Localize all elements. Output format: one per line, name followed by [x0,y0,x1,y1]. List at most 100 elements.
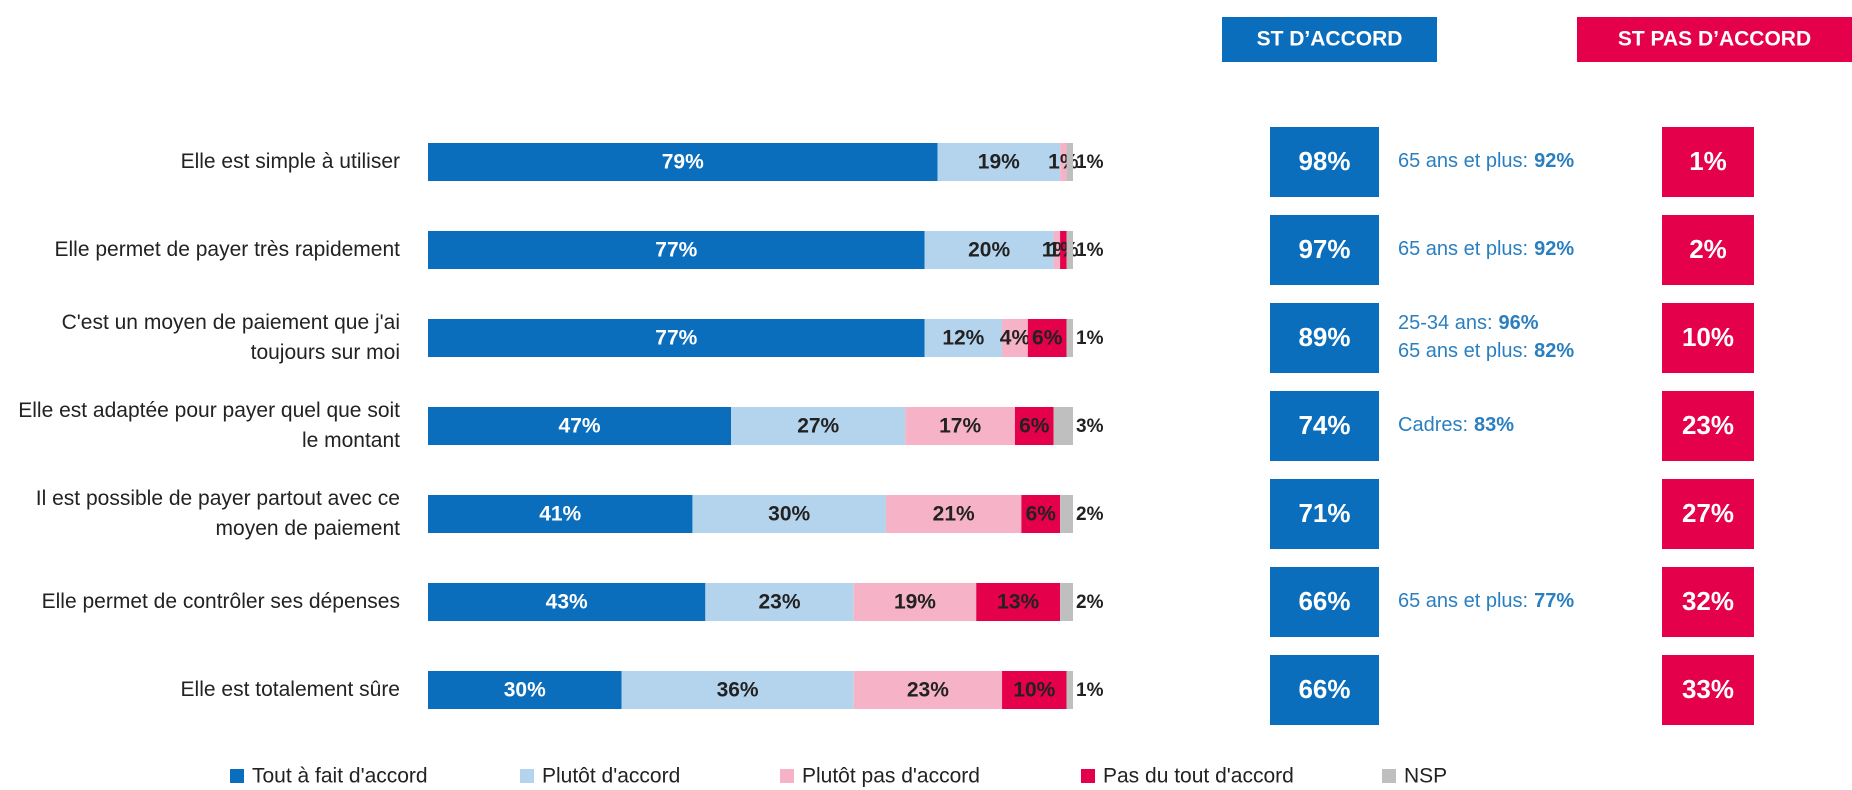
bar-segment [428,583,706,621]
value-label: 23% [759,591,801,614]
bar-segment [428,143,938,181]
header-box [1222,17,1437,62]
bar-segment [1027,319,1067,357]
summary-value: 27% [1682,498,1734,528]
summary-box [1270,655,1379,725]
note: 65 ans et plus: 92% [1398,150,1574,172]
bar-segment [1053,231,1061,269]
bar-segment [1060,495,1073,533]
bar-segment [924,231,1054,269]
summary-box [1662,479,1754,549]
summary-value: 32% [1682,586,1734,616]
bar-segment [885,495,1022,533]
value-label: 1% [1048,239,1079,262]
value-label: 1% [1048,151,1079,174]
summary-value: 1% [1689,146,1727,176]
summary-value: 74% [1298,410,1350,440]
note-value: 83% [1474,414,1514,436]
value-label: 6% [1019,415,1050,438]
bar-segment [905,407,1015,445]
bar-segment [937,143,1061,181]
value-label: 41% [539,503,581,526]
bar-segment [976,583,1061,621]
value-label: 23% [907,679,949,702]
summary-value: 71% [1298,498,1350,528]
summary-box [1662,567,1754,637]
category-label: Elle est adaptée pour payer quel que soi… [18,399,400,452]
category-label: C'est un moyen de paiement que j'ai touj… [61,311,400,364]
summary-value: 23% [1682,410,1734,440]
summary-box [1270,391,1379,461]
bar-segment [1014,407,1054,445]
value-label: 79% [662,151,704,174]
bar-segment [692,495,886,533]
bar-segment [428,231,925,269]
value-label: 12% [942,327,984,350]
summary-value: 97% [1298,234,1350,264]
value-label: 17% [939,415,981,438]
value-label: 13% [997,591,1039,614]
legend-label: Tout à fait d'accord [252,765,428,788]
value-label: 21% [933,503,975,526]
value-label: 6% [1026,503,1057,526]
note-label: 65 ans et plus: [1398,150,1528,172]
bar-segment [853,583,977,621]
value-label: 19% [978,151,1020,174]
value-label: 20% [968,239,1010,262]
legend-swatch [780,769,794,783]
note-label: 65 ans et plus: [1398,590,1528,612]
summary-value: 10% [1682,322,1734,352]
bar-segment [428,407,732,445]
summary-box [1270,479,1379,549]
value-label: 1% [1076,680,1104,701]
summary-box [1662,655,1754,725]
value-label: 1% [1076,328,1104,349]
value-label: 3% [1076,416,1104,437]
note-label: 65 ans et plus: [1398,340,1528,362]
note: Cadres: 83% [1398,414,1514,436]
note: 65 ans et plus: 82% [1398,340,1574,362]
note-label: 65 ans et plus: [1398,238,1528,260]
bar-segment [1002,319,1028,357]
summary-box [1662,215,1754,285]
bar-segment [1060,231,1067,269]
bar-segment [1060,583,1073,621]
summary-value: 66% [1298,674,1350,704]
value-label: 47% [559,415,601,438]
value-label: 4% [1000,327,1031,350]
bar-segment [1066,671,1073,709]
bar-segment [621,671,854,709]
summary-value: 89% [1298,322,1350,352]
value-label: 6% [1032,327,1063,350]
bar-segment [705,583,854,621]
summary-box [1270,303,1379,373]
note: 25-34 ans: 96% [1398,312,1539,334]
legend-swatch [1081,769,1095,783]
summary-box [1662,303,1754,373]
value-label: 10% [1013,679,1055,702]
bar-segment [731,407,906,445]
bar-segment [428,319,925,357]
summary-box [1662,391,1754,461]
note-value: 96% [1499,312,1539,334]
value-label: 27% [797,415,839,438]
header-title: ST PAS D’ACCORD [1618,28,1811,51]
bar-segment [428,495,693,533]
legend-label: Pas du tout d'accord [1103,765,1294,788]
note-value: 92% [1534,238,1574,260]
value-label: 2% [1076,504,1104,525]
bar-segment [1066,231,1073,269]
note-value: 92% [1534,150,1574,172]
summary-box [1662,127,1754,197]
summary-box [1270,127,1379,197]
note: 65 ans et plus: 77% [1398,590,1574,612]
value-label: 77% [655,327,697,350]
value-label: 1% [1076,240,1104,261]
note: 65 ans et plus: 92% [1398,238,1574,260]
bar-segment [1021,495,1061,533]
legend-swatch [520,769,534,783]
summary-box [1270,567,1379,637]
note-label: Cadres: [1398,414,1468,436]
